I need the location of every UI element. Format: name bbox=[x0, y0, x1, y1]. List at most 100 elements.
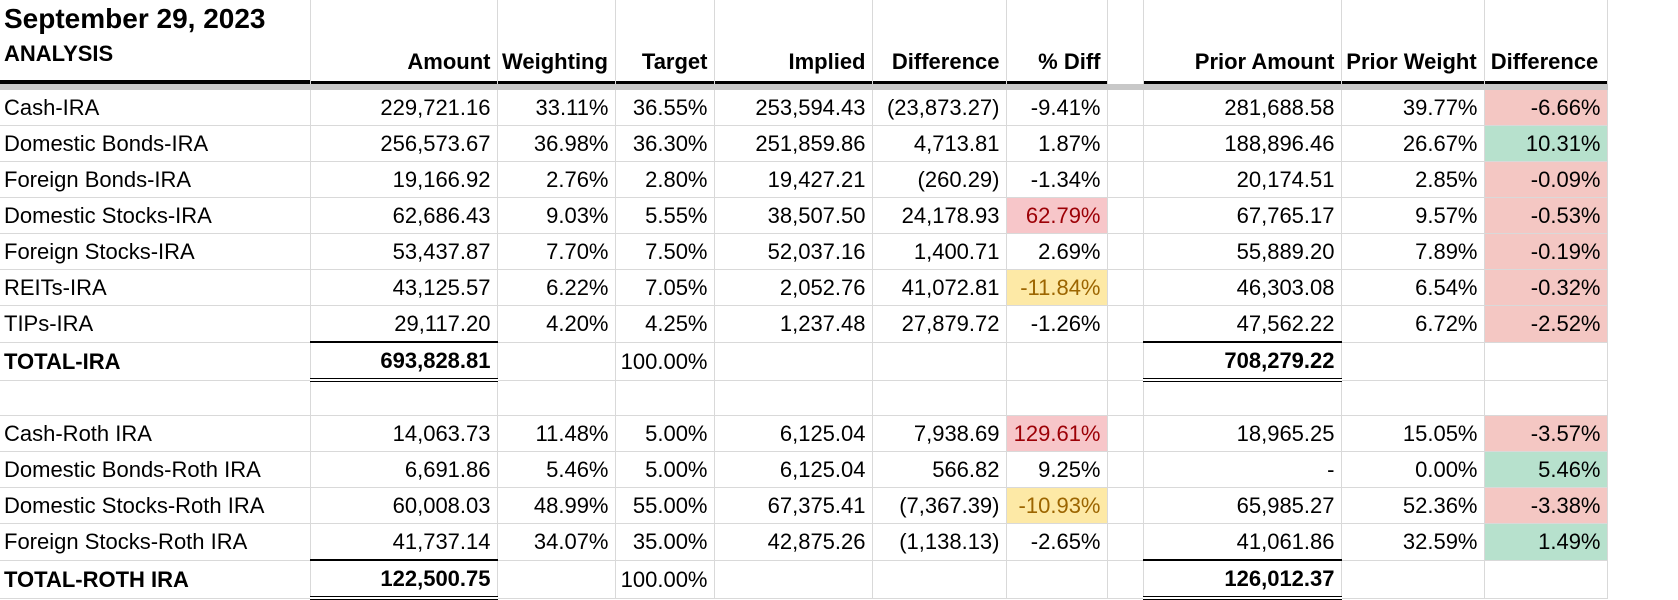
cell[interactable] bbox=[1107, 0, 1144, 40]
cell-implied[interactable]: 253,594.43 bbox=[714, 87, 873, 126]
cell[interactable] bbox=[1341, 0, 1485, 40]
row-label[interactable]: Foreign Stocks-IRA bbox=[0, 233, 311, 270]
row-label[interactable]: Domestic Stocks-Roth IRA bbox=[0, 487, 311, 524]
cell-target[interactable]: 5.00% bbox=[615, 415, 715, 452]
cell[interactable] bbox=[1107, 560, 1144, 599]
cell-prior-amount[interactable]: 65,985.27 bbox=[1143, 487, 1342, 524]
cell-difference-2[interactable]: -3.38% bbox=[1484, 487, 1608, 524]
cell-prior-amount[interactable]: 20,174.51 bbox=[1143, 161, 1342, 198]
cell[interactable] bbox=[0, 380, 311, 416]
cell[interactable] bbox=[1107, 161, 1144, 198]
cell[interactable] bbox=[872, 342, 1007, 381]
cell-amount[interactable]: 229,721.16 bbox=[310, 87, 498, 126]
cell-amount[interactable]: 62,686.43 bbox=[310, 197, 498, 234]
cell[interactable] bbox=[714, 342, 873, 381]
cell-weighting[interactable]: 4.20% bbox=[497, 305, 616, 343]
cell-prior-amount[interactable]: - bbox=[1143, 451, 1342, 488]
cell-difference[interactable]: 41,072.81 bbox=[872, 269, 1007, 306]
cell-prior-weight[interactable]: 26.67% bbox=[1341, 125, 1485, 162]
total-prior-amount[interactable]: 126,012.37 bbox=[1143, 559, 1342, 600]
cell-prior-weight[interactable]: 0.00% bbox=[1341, 451, 1485, 488]
cell[interactable] bbox=[1006, 560, 1108, 599]
row-label[interactable]: Domestic Bonds-IRA bbox=[0, 125, 311, 162]
row-label[interactable]: Foreign Bonds-IRA bbox=[0, 161, 311, 198]
row-label[interactable]: REITs-IRA bbox=[0, 269, 311, 306]
cell-difference-2[interactable]: -2.52% bbox=[1484, 305, 1608, 343]
cell-prior-amount[interactable]: 47,562.22 bbox=[1143, 305, 1342, 343]
cell-amount[interactable]: 60,008.03 bbox=[310, 487, 498, 524]
cell[interactable] bbox=[714, 380, 873, 416]
cell-prior-weight[interactable]: 6.72% bbox=[1341, 305, 1485, 343]
cell[interactable] bbox=[1006, 342, 1108, 381]
cell-implied[interactable]: 251,859.86 bbox=[714, 125, 873, 162]
cell-prior-amount[interactable]: 188,896.46 bbox=[1143, 125, 1342, 162]
cell-target[interactable]: 5.55% bbox=[615, 197, 715, 234]
cell-prior-weight[interactable]: 7.89% bbox=[1341, 233, 1485, 270]
cell-prior-weight[interactable]: 32.59% bbox=[1341, 523, 1485, 561]
cell-prior-weight[interactable]: 2.85% bbox=[1341, 161, 1485, 198]
cell-prior-amount[interactable]: 67,765.17 bbox=[1143, 197, 1342, 234]
cell[interactable] bbox=[1107, 523, 1144, 561]
cell-implied[interactable]: 1,237.48 bbox=[714, 305, 873, 343]
cell[interactable] bbox=[1107, 197, 1144, 234]
row-label[interactable]: Domestic Bonds-Roth IRA bbox=[0, 451, 311, 488]
cell-difference-2[interactable]: 1.49% bbox=[1484, 523, 1608, 561]
row-label[interactable]: Domestic Stocks-IRA bbox=[0, 197, 311, 234]
cell-difference-2[interactable]: 10.31% bbox=[1484, 125, 1608, 162]
header-difference[interactable]: Difference bbox=[872, 40, 1007, 90]
header-implied[interactable]: Implied bbox=[714, 40, 873, 90]
cell[interactable] bbox=[1107, 305, 1144, 343]
cell[interactable] bbox=[1107, 342, 1144, 381]
cell-weighting[interactable]: 34.07% bbox=[497, 523, 616, 561]
cell[interactable] bbox=[497, 342, 616, 381]
cell-weighting[interactable]: 33.11% bbox=[497, 87, 616, 126]
cell-difference[interactable]: (7,367.39) bbox=[872, 487, 1007, 524]
cell-prior-amount[interactable]: 18,965.25 bbox=[1143, 415, 1342, 452]
header-difference-2[interactable]: Difference bbox=[1484, 40, 1608, 90]
cell[interactable] bbox=[1006, 0, 1108, 40]
cell-target[interactable]: 36.30% bbox=[615, 125, 715, 162]
cell-difference[interactable]: (23,873.27) bbox=[872, 87, 1007, 126]
cell-weighting[interactable]: 5.46% bbox=[497, 451, 616, 488]
cell-difference[interactable]: 27,879.72 bbox=[872, 305, 1007, 343]
header-target[interactable]: Target bbox=[615, 40, 715, 90]
cell-weighting[interactable]: 36.98% bbox=[497, 125, 616, 162]
cell[interactable] bbox=[1107, 233, 1144, 270]
row-label[interactable]: Cash-Roth IRA bbox=[0, 415, 311, 452]
cell-prior-amount[interactable]: 46,303.08 bbox=[1143, 269, 1342, 306]
cell-target[interactable]: 35.00% bbox=[615, 523, 715, 561]
cell-target[interactable]: 7.05% bbox=[615, 269, 715, 306]
cell-difference[interactable]: 7,938.69 bbox=[872, 415, 1007, 452]
cell-implied[interactable]: 6,125.04 bbox=[714, 451, 873, 488]
cell-pct-diff[interactable]: 2.69% bbox=[1006, 233, 1108, 270]
cell-amount[interactable]: 43,125.57 bbox=[310, 269, 498, 306]
cell-pct-diff[interactable]: -1.26% bbox=[1006, 305, 1108, 343]
cell[interactable] bbox=[872, 380, 1007, 416]
cell-difference-2[interactable]: -0.19% bbox=[1484, 233, 1608, 270]
cell-pct-diff[interactable]: -2.65% bbox=[1006, 523, 1108, 561]
cell-prior-weight[interactable]: 15.05% bbox=[1341, 415, 1485, 452]
cell-amount[interactable]: 256,573.67 bbox=[310, 125, 498, 162]
cell[interactable] bbox=[310, 380, 498, 416]
cell[interactable] bbox=[1484, 0, 1608, 40]
row-label[interactable]: TIPs-IRA bbox=[0, 305, 311, 343]
total-amount[interactable]: 693,828.81 bbox=[310, 341, 498, 382]
cell-pct-diff[interactable]: -11.84% bbox=[1006, 269, 1108, 306]
total-label[interactable]: TOTAL-IRA bbox=[0, 342, 311, 381]
cell-amount[interactable]: 14,063.73 bbox=[310, 415, 498, 452]
cell[interactable] bbox=[1341, 342, 1485, 381]
cell-target[interactable]: 7.50% bbox=[615, 233, 715, 270]
cell-implied[interactable]: 6,125.04 bbox=[714, 415, 873, 452]
cell-difference[interactable]: 24,178.93 bbox=[872, 197, 1007, 234]
cell[interactable] bbox=[1484, 342, 1608, 381]
cell[interactable] bbox=[497, 380, 616, 416]
cell-weighting[interactable]: 2.76% bbox=[497, 161, 616, 198]
total-amount[interactable]: 122,500.75 bbox=[310, 559, 498, 600]
cell-implied[interactable]: 19,427.21 bbox=[714, 161, 873, 198]
cell-prior-weight[interactable]: 9.57% bbox=[1341, 197, 1485, 234]
cell-implied[interactable]: 52,037.16 bbox=[714, 233, 873, 270]
cell-weighting[interactable]: 9.03% bbox=[497, 197, 616, 234]
section-label[interactable]: ANALYSIS bbox=[0, 40, 311, 90]
cell[interactable] bbox=[615, 380, 715, 416]
header-amount[interactable]: Amount bbox=[310, 40, 498, 90]
